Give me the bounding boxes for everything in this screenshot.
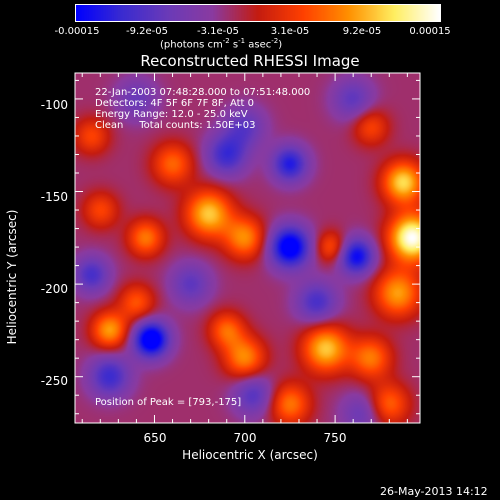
annotation-energy-range: Energy Range: 12.0 - 25.0 keV <box>95 109 248 120</box>
plot-timestamp: 26-May-2013 14:12 <box>380 485 488 498</box>
colorbar-tick-label: 0.00015 <box>409 26 451 37</box>
x-axis-title: Heliocentric X (arcsec) <box>182 448 318 462</box>
annotation-time-range: 22-Jan-2003 07:48:28.000 to 07:51:48.000 <box>95 87 311 98</box>
colorbar-tick-label: 3.1e-05 <box>270 26 310 37</box>
x-tick-label: 750 <box>323 431 347 445</box>
y-axis-title: Heliocentric Y (arcsec) <box>5 209 19 345</box>
axis-ticks <box>75 73 420 423</box>
colorbar <box>75 4 441 22</box>
annotation-detectors: Detectors: 4F 5F 6F 7F 8F, Att 0 <box>95 98 255 109</box>
colorbar-unit-label: (photons cm-2 s-1 asec-2) <box>160 37 283 51</box>
chart-title: Reconstructed RHESSI Image <box>140 52 360 70</box>
x-tick-label: 650 <box>143 431 167 445</box>
y-tick-label: -200 <box>40 282 68 296</box>
annotation-peak-position: Position of Peak = [793,-175] <box>95 397 242 408</box>
annotation-clean-counts: Clean Total counts: 1.50E+03 <box>95 120 256 131</box>
x-tick-label: 700 <box>233 431 257 445</box>
colorbar-tick-label: -9.2e-05 <box>126 26 168 37</box>
y-tick-label: -100 <box>40 98 68 112</box>
y-tick-label: -150 <box>40 190 68 204</box>
colorbar-tick-label: -3.1e-05 <box>197 26 239 37</box>
colorbar-tick-label: -0.00015 <box>54 26 100 37</box>
plot-frame <box>74 72 421 424</box>
y-tick-label: -250 <box>40 374 68 388</box>
colorbar-tick-label: 9.2e-05 <box>342 26 382 37</box>
heatmap-image <box>75 73 420 423</box>
